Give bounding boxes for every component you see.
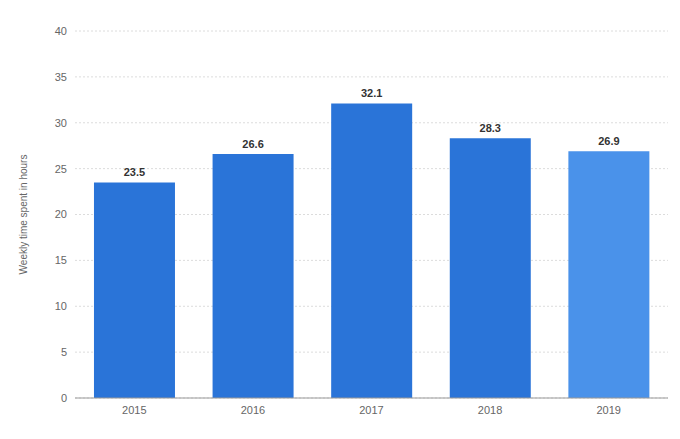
svg-text:2015: 2015 bbox=[122, 404, 146, 416]
svg-text:25: 25 bbox=[55, 163, 67, 175]
svg-text:30: 30 bbox=[55, 117, 67, 129]
svg-text:2016: 2016 bbox=[241, 404, 265, 416]
svg-text:28.3: 28.3 bbox=[480, 122, 501, 134]
svg-text:32.1: 32.1 bbox=[361, 87, 382, 99]
svg-text:20: 20 bbox=[55, 208, 67, 220]
svg-text:5: 5 bbox=[61, 346, 67, 358]
svg-text:26.6: 26.6 bbox=[242, 138, 263, 150]
svg-text:40: 40 bbox=[55, 25, 67, 37]
svg-text:0: 0 bbox=[61, 392, 67, 404]
svg-text:2017: 2017 bbox=[359, 404, 383, 416]
svg-text:26.9: 26.9 bbox=[598, 135, 619, 147]
svg-text:2018: 2018 bbox=[478, 404, 502, 416]
svg-text:23.5: 23.5 bbox=[124, 166, 145, 178]
svg-text:35: 35 bbox=[55, 71, 67, 83]
svg-text:Weekly time spent in hours: Weekly time spent in hours bbox=[18, 155, 29, 275]
svg-text:15: 15 bbox=[55, 254, 67, 266]
svg-text:10: 10 bbox=[55, 300, 67, 312]
svg-text:2019: 2019 bbox=[596, 404, 620, 416]
